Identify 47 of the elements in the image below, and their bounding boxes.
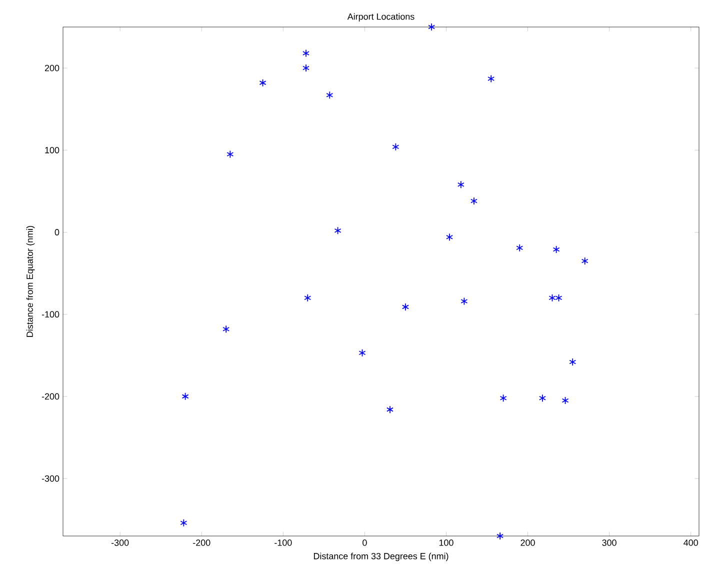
- point: [334, 226, 342, 235]
- point: [516, 244, 524, 252]
- x-tick-label: 200: [520, 540, 535, 546]
- point: [302, 49, 310, 58]
- point: [555, 294, 562, 302]
- point: [326, 91, 334, 100]
- point: [386, 406, 394, 414]
- point: [496, 532, 504, 540]
- y-axis-title: Distance from Equator (nmi): [26, 226, 35, 337]
- x-axis-title: Distance from 33 Degrees E (nmi): [314, 552, 448, 562]
- point: [402, 303, 409, 311]
- point: [457, 180, 464, 189]
- point: [460, 297, 468, 306]
- point: [226, 150, 234, 158]
- point: [470, 197, 478, 205]
- x-tick-label: 300: [602, 540, 616, 546]
- point: [488, 74, 495, 83]
- point: [304, 294, 312, 302]
- point: [182, 392, 189, 400]
- point: [569, 358, 576, 366]
- x-tick-label: 0: [362, 540, 367, 546]
- point: [302, 64, 310, 72]
- point: [538, 394, 546, 402]
- y-tick-label: 0: [54, 229, 60, 236]
- y-tick-label: 100: [45, 146, 60, 154]
- point: [428, 23, 436, 31]
- y-tick-label: -300: [42, 475, 60, 482]
- x-tick-label: -200: [193, 540, 210, 546]
- x-tick-label: -300: [112, 540, 129, 546]
- x-tick-label: -100: [274, 540, 292, 546]
- point: [259, 78, 266, 87]
- y-tick-label: -100: [42, 311, 60, 318]
- point: [358, 348, 366, 357]
- point: [180, 518, 188, 527]
- chart-title: Airport Locations: [347, 13, 414, 22]
- y-tick-label: -200: [42, 393, 60, 400]
- point: [446, 233, 453, 242]
- x-tick-label: 400: [684, 540, 698, 546]
- point: [500, 394, 507, 402]
- point: [392, 142, 400, 151]
- point: [552, 246, 560, 254]
- point: [562, 396, 569, 404]
- point: [581, 257, 588, 265]
- y-tick-label: 200: [44, 64, 60, 72]
- point: [222, 325, 230, 334]
- point: [548, 294, 556, 302]
- x-tick-label: 100: [439, 540, 454, 546]
